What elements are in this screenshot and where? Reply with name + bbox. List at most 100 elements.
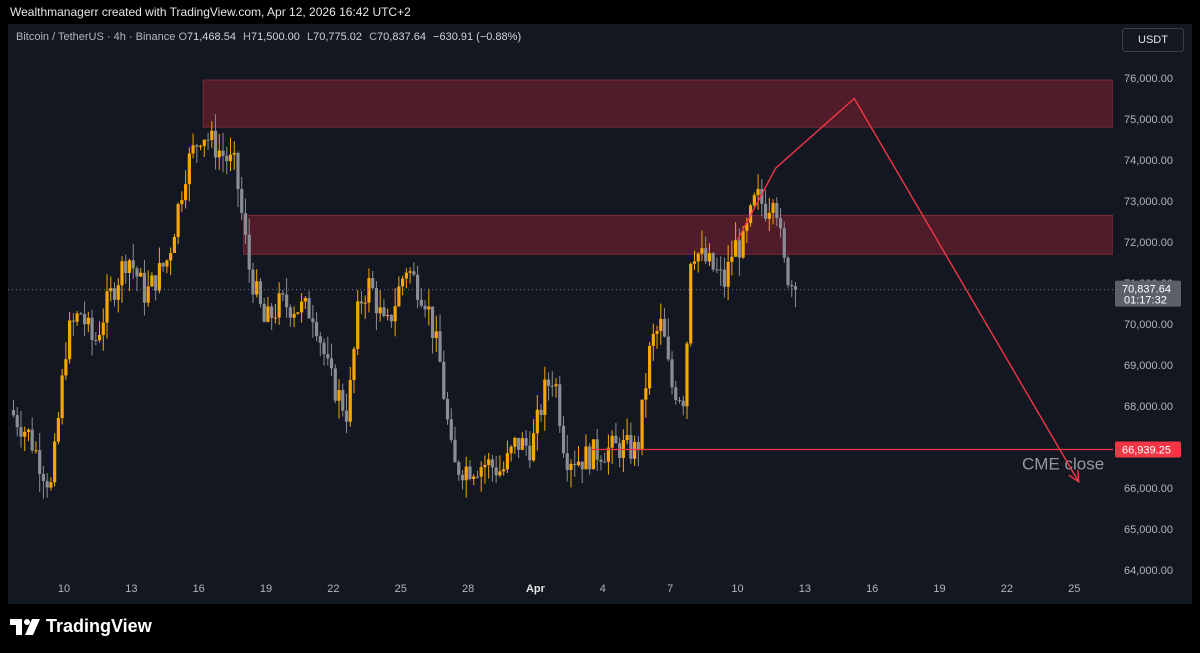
price-chart[interactable]: CME close64,000.0065,000.0066,000.0067,0… [8,24,1192,604]
candle-body-61 [240,189,244,214]
candle-body-100 [386,314,390,316]
candle-body-85 [329,358,334,369]
candle-body-43 [172,236,176,253]
candle-body-99 [382,307,386,316]
x-tick-label: 16 [193,583,205,595]
candle-body-105 [404,272,408,279]
chart-attribution: Wealthmanagerr created with TradingView.… [0,0,1200,24]
candle-body-110 [423,305,427,310]
candle-body-158 [603,461,607,463]
tradingview-icon [10,618,40,635]
x-tick-label: 25 [395,583,407,595]
candle-body-162 [618,443,622,458]
candle-body-67 [262,303,266,322]
candle-body-29 [120,261,124,286]
candle-body-71 [277,293,281,318]
candle-body-103 [397,286,401,307]
candle-body-28 [116,285,120,300]
footer: TradingView [0,604,1200,653]
candle-body-104 [401,278,405,287]
candle-body-9 [45,480,49,488]
candle-body-70 [273,317,278,319]
candle-body-202 [767,212,771,219]
candle-body-119 [457,462,461,475]
tradingview-logo[interactable]: TradingView [10,616,152,637]
candle-body-63 [247,234,251,270]
candle-body-208 [790,285,794,287]
candle-body-177 [674,387,678,401]
candle-body-3 [23,431,27,437]
candle-body-128 [490,459,495,468]
candle-body-190 [722,269,727,287]
candle-body-203 [771,202,775,213]
candle-body-149 [569,463,573,470]
candle-body-90 [348,380,352,422]
candle-body-115 [442,361,446,399]
candle-body-137 [524,438,528,446]
candle-body-78 [303,297,307,302]
candle-body-69 [270,306,274,318]
candle-body-170 [647,345,652,389]
symbol-label: Bitcoin / TetherUS · 4h · Binance [16,31,176,43]
x-tick-label: 13 [799,583,811,595]
candle-body-82 [318,336,322,343]
tradingview-wordmark: TradingView [46,616,152,636]
low-value: 70,775.02 [313,31,363,43]
candle-body-21 [90,317,94,341]
candle-body-66 [258,281,263,304]
candle-body-40 [161,263,165,267]
attribution-text: Wealthmanagerr created with TradingView.… [10,5,411,19]
x-tick-label: 10 [731,583,743,595]
x-tick-label: 19 [933,583,945,595]
candle-body-141 [539,409,543,415]
candle-body-92 [356,301,360,350]
candle-body-148 [565,453,569,470]
candle-body-79 [307,297,311,319]
candle-body-98 [378,307,382,314]
candle-body-83 [322,342,326,355]
candle-body-179 [681,400,685,407]
candle-body-182 [692,261,697,264]
candle-body-191 [726,261,730,287]
candle-body-7 [38,450,42,475]
candle-body-120 [460,474,465,481]
candle-body-121 [464,466,468,481]
candle-body-55 [217,150,221,158]
candle-body-155 [591,439,596,470]
x-tick-label: Apr [526,583,546,595]
chart-panel[interactable]: CME close64,000.0065,000.0066,000.0067,0… [8,24,1192,604]
candle-body-136 [520,438,524,450]
cme-level-badge [1115,441,1181,458]
candle-body-164 [625,435,629,441]
candle-body-18 [79,313,83,315]
candle-body-122 [468,466,472,480]
candle-body-147 [561,425,566,454]
candle-body-183 [696,253,700,262]
candle-body-14 [64,359,68,376]
candle-body-143 [546,379,551,386]
candle-body-91 [352,349,356,381]
candle-body-37 [150,275,154,287]
candle-body-1 [15,415,19,428]
currency-button[interactable]: USDT [1122,28,1184,52]
candle-body-189 [719,269,723,271]
candle-body-139 [531,433,536,461]
candle-body-172 [655,331,659,334]
candle-body-12 [56,418,60,442]
candle-body-131 [502,469,506,472]
candle-body-151 [576,461,581,466]
y-tick-label: 69,000.00 [1124,360,1173,372]
candle-body-30 [124,261,128,274]
low-label: L [306,31,314,43]
candle-body-107 [412,271,416,275]
y-tick-label: 70,000.00 [1124,319,1173,331]
projection-path [736,97,1080,483]
x-tick-label: 28 [462,583,474,595]
candle-body-93 [359,301,364,304]
candle-body-45 [180,200,184,205]
candle-body-101 [389,314,393,322]
candle-body-118 [453,439,457,463]
cme-level-value: 66,939.25 [1122,444,1171,456]
candle-body-205 [778,218,783,229]
high-label: H [243,31,251,43]
